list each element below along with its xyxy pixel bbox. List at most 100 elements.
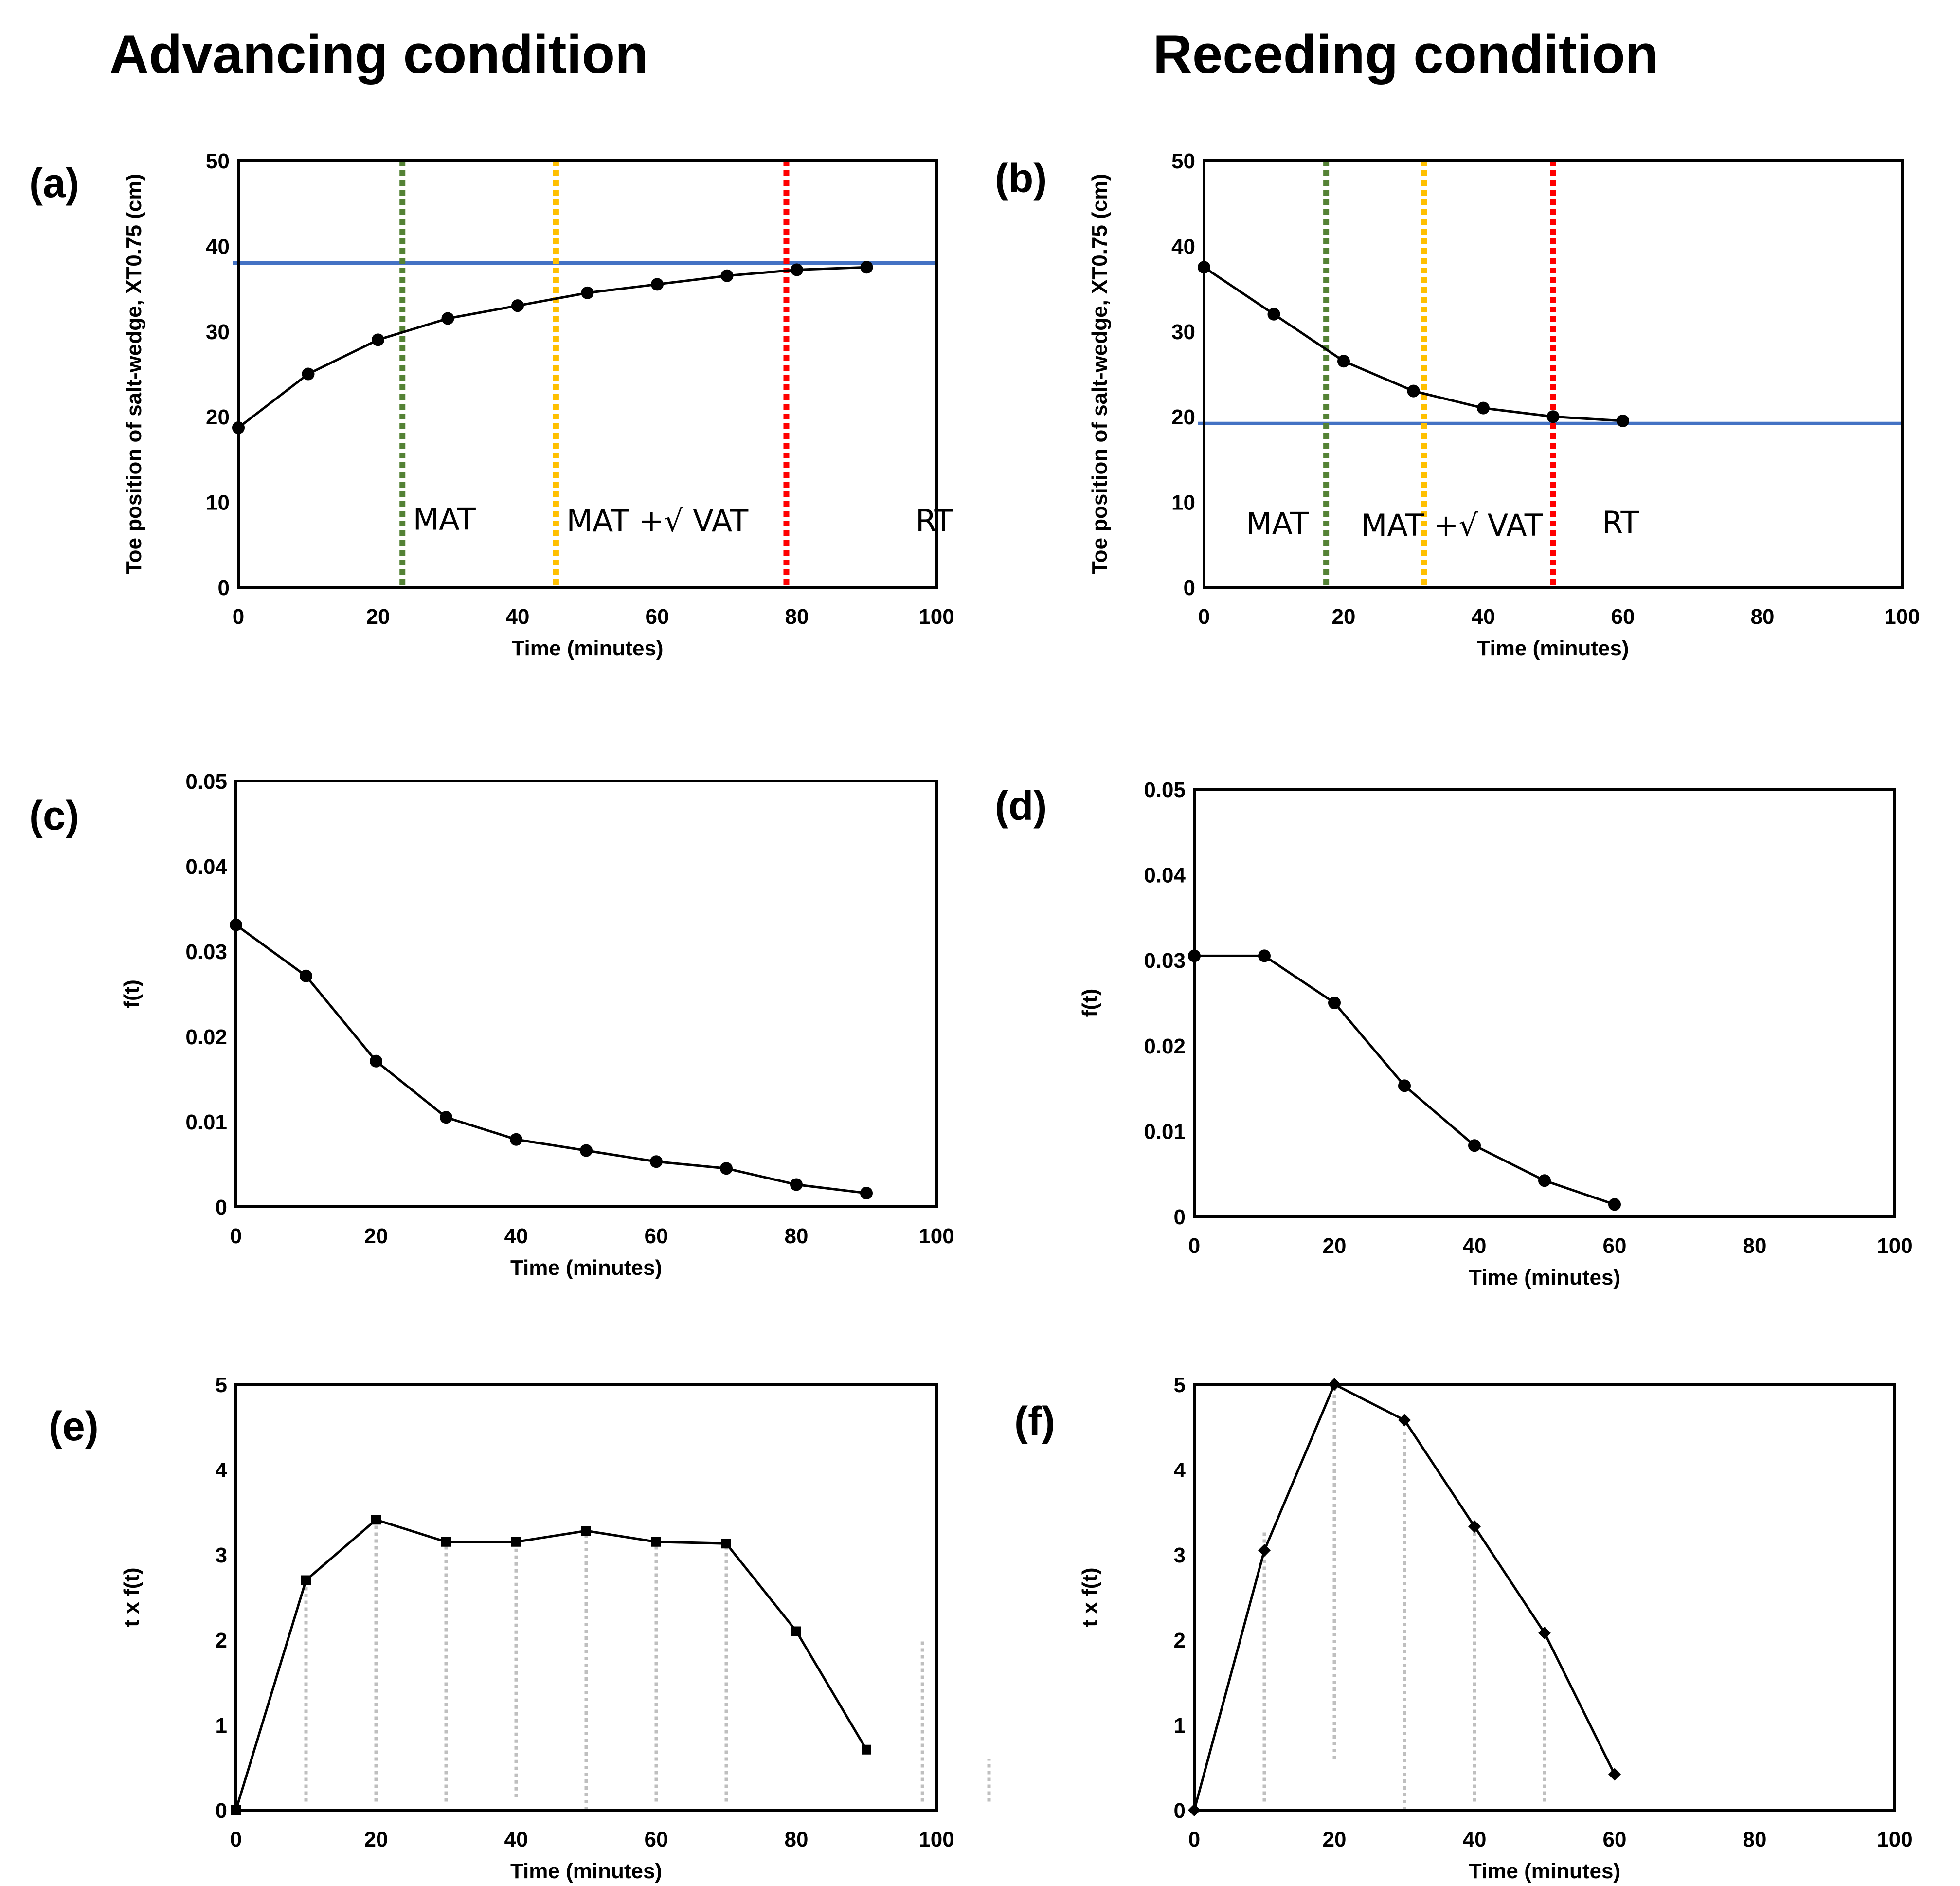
data-point	[230, 918, 242, 931]
y-tick-label: 0	[1174, 1799, 1186, 1823]
data-point	[860, 1187, 873, 1199]
y-axis-label: t x f(t)	[120, 1567, 144, 1627]
data-point	[1468, 1139, 1481, 1152]
data-point	[1617, 414, 1629, 427]
chart-panel-d: (d) 0 0.01 0.02 0.03 0.04 0.05 0 20 40 60 80 100 Time…	[995, 778, 1913, 1289]
x-tick-label: 0	[230, 1224, 242, 1248]
data-point	[1546, 410, 1560, 423]
data-point	[301, 1575, 311, 1585]
x-tick-label: 20	[364, 1224, 388, 1248]
x-tick-label: 0	[1188, 1828, 1200, 1851]
y-tick-label: 40	[206, 235, 230, 258]
x-tick-label: 100	[1877, 1234, 1912, 1258]
plot-frame	[1203, 159, 1904, 589]
data-point	[721, 1539, 731, 1549]
data-point	[1337, 355, 1350, 368]
data-point	[232, 421, 245, 435]
panel-label: (d)	[995, 783, 1047, 829]
vline-label-2: RT	[1602, 505, 1640, 541]
plot-frame	[234, 780, 938, 1208]
x-axis-label: Time (minutes)	[511, 636, 663, 660]
chart-panel-b: (b) MAT MAT +√ VAT RT 0 10 20 30 40 50 0 20 40 60 80 10…	[995, 149, 1920, 660]
data-point	[441, 1537, 451, 1547]
data-point	[1198, 261, 1210, 274]
data-point	[790, 1178, 803, 1191]
y-tick-label: 10	[1171, 491, 1195, 515]
vline-label-0: MAT	[413, 502, 476, 537]
data-point	[300, 969, 312, 982]
y-tick-label: 0.02	[1144, 1034, 1186, 1058]
data-point	[1258, 1544, 1271, 1557]
data-point	[372, 333, 384, 346]
data-point	[1328, 997, 1341, 1009]
y-tick-label: 1	[216, 1714, 227, 1738]
y-tick-label: 5	[216, 1373, 227, 1397]
y-tick-label: 0	[1174, 1205, 1186, 1229]
data-point	[1398, 1079, 1411, 1092]
panel-label: (f)	[1014, 1398, 1055, 1444]
vline-label-0: MAT	[1246, 506, 1309, 541]
y-tick-label: 0	[1184, 576, 1195, 600]
data-point	[1267, 308, 1280, 321]
y-axis-label: t x f(t)	[1078, 1567, 1102, 1627]
x-tick-label: 0	[230, 1828, 242, 1851]
plot-frame	[237, 159, 938, 589]
data-point	[1398, 1414, 1411, 1427]
y-tick-label: 0	[216, 1799, 227, 1823]
chart-panel-a: (a) MAT MAT +√ VAT RT 0 10 20 30 40 50 0 20 40 60 80 10…	[29, 149, 954, 660]
x-tick-label: 80	[1743, 1234, 1767, 1258]
x-tick-label: 80	[785, 1224, 809, 1248]
panel-label: (a)	[29, 160, 79, 206]
data-point	[651, 278, 664, 291]
x-axis-label: Time (minutes)	[510, 1256, 662, 1280]
chart-panel-c: (c) 0 0.01 0.02 0.03 0.04 0.05 0 20 40 60 80 100 Time…	[29, 770, 954, 1280]
data-point	[1538, 1627, 1551, 1639]
x-tick-label: 0	[233, 605, 244, 629]
series-line	[235, 924, 867, 1195]
x-tick-label: 20	[1332, 605, 1356, 629]
data-point	[1188, 949, 1201, 962]
y-tick-label: 30	[1171, 320, 1195, 344]
y-axis-label: Toe position of salt-wedge, XT0.75 (cm)	[1088, 174, 1112, 574]
x-axis-label: Time (minutes)	[1469, 1266, 1620, 1289]
series-line	[1203, 266, 1623, 422]
data-point	[231, 1805, 241, 1815]
data-point	[651, 1537, 661, 1547]
data-point	[581, 286, 594, 299]
x-tick-label: 100	[918, 1828, 954, 1851]
data-point	[441, 312, 454, 325]
y-tick-label: 0.05	[185, 770, 227, 794]
x-tick-label: 60	[1611, 605, 1635, 629]
data-point	[791, 263, 803, 276]
y-tick-label: 0.03	[1144, 949, 1186, 973]
x-tick-label: 40	[506, 605, 530, 629]
x-tick-label: 100	[1877, 1828, 1912, 1851]
data-point	[1407, 384, 1420, 398]
y-tick-label: 0	[216, 1196, 227, 1219]
y-tick-label: 50	[1171, 149, 1195, 173]
right-column-title: Receding condition	[1153, 24, 1658, 85]
x-tick-label: 100	[918, 1224, 954, 1248]
y-tick-label: 2	[1174, 1629, 1186, 1652]
x-tick-label: 80	[1751, 605, 1775, 629]
plot-frame	[234, 1383, 938, 1812]
x-tick-label: 40	[1463, 1828, 1487, 1851]
vline-label-2: RT	[916, 503, 953, 539]
y-tick-label: 0	[218, 576, 230, 600]
chart-panel-f: (f) 0 1 2 3 4 5 0 20 40 60 80 100 Time (minutes) t x f…	[1014, 1373, 1913, 1883]
y-tick-label: 30	[206, 320, 230, 344]
data-point	[720, 269, 734, 282]
x-tick-label: 0	[1198, 605, 1210, 629]
data-point	[1608, 1768, 1621, 1781]
data-point	[581, 1526, 591, 1536]
x-tick-label: 100	[1884, 605, 1920, 629]
x-tick-label: 20	[366, 605, 390, 629]
x-tick-label: 60	[1603, 1234, 1627, 1258]
left-column-title: Advancing condition	[109, 24, 648, 85]
y-axis-label: f(t)	[120, 979, 144, 1008]
panel-label: (b)	[995, 155, 1047, 201]
data-point	[510, 1133, 522, 1146]
data-point	[720, 1162, 733, 1175]
x-tick-label: 20	[364, 1828, 388, 1851]
